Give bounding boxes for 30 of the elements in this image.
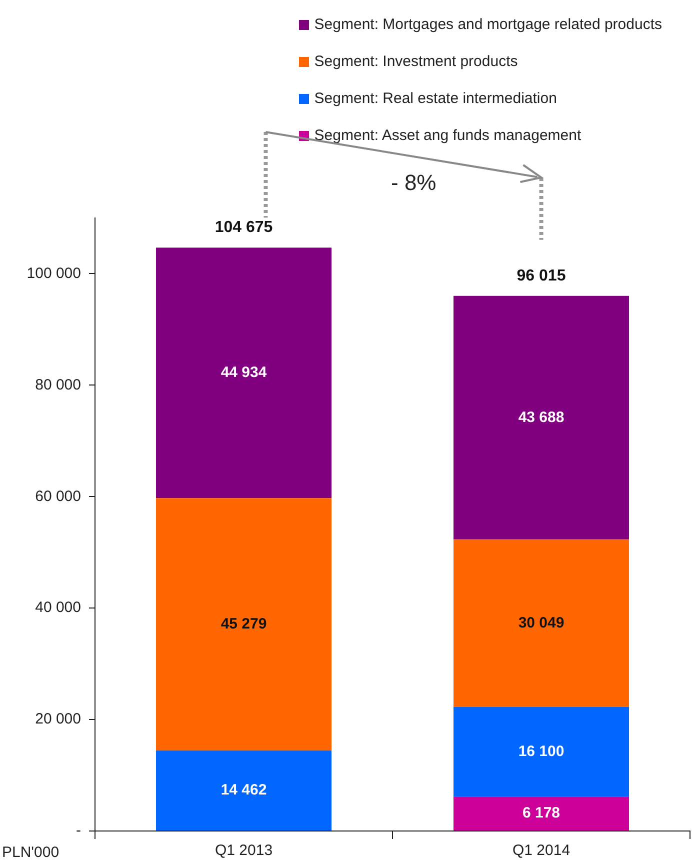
x-tick-label: Q1 2013 (214, 842, 273, 860)
data-label: 30 049 (518, 614, 564, 632)
y-axis-title: PLN'000 (2, 844, 60, 862)
y-tick-label: 40 000 (35, 599, 81, 616)
bar (453, 796, 630, 830)
x-tick-label: Q1 2014 (512, 842, 570, 860)
data-label: 45 279 (220, 615, 267, 632)
y-tick-label: 100 000 (26, 264, 81, 282)
bar (453, 539, 630, 707)
bar (453, 706, 630, 797)
y-tick-label: 60 000 (35, 488, 81, 505)
data-label: 43 688 (518, 408, 564, 426)
bar (156, 750, 332, 830)
y-tick-label: - (76, 822, 81, 840)
total-label: 104 675 (214, 219, 273, 236)
bar (453, 296, 630, 540)
bar (156, 498, 332, 750)
legend-label: Segment: Real estate intermediation (314, 90, 557, 107)
text: - 8% (391, 170, 436, 196)
legend-label: Segment: Mortgages and mortgage related products (314, 16, 662, 33)
data-label: 14 462 (220, 782, 267, 799)
legend-label: Segment: Investment products (314, 53, 518, 70)
data-label: 44 934 (220, 364, 268, 382)
y-tick-label: 80 000 (35, 376, 81, 394)
y-tick-label: 20 000 (35, 710, 81, 728)
bar (156, 248, 332, 498)
data-label: 6 178 (522, 804, 560, 822)
total-label: 96 015 (516, 267, 566, 284)
data-label: 16 100 (518, 742, 564, 760)
legend-label: Segment: Asset ang funds management (314, 127, 582, 144)
